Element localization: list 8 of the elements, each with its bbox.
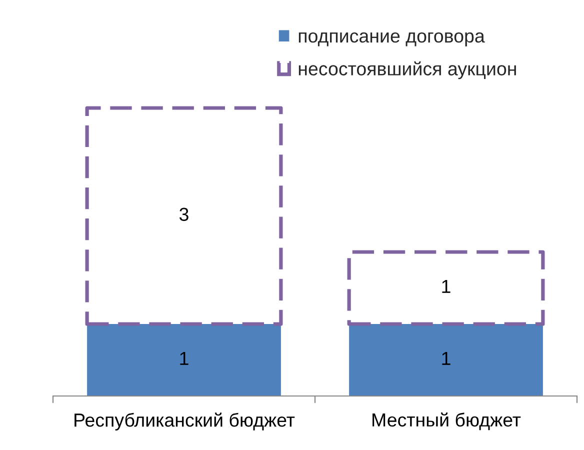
data-label: 1 xyxy=(442,352,450,365)
data-label: 1 xyxy=(442,280,450,293)
data-label: 1 xyxy=(180,352,188,365)
x-tick-label: Республиканский бюджет xyxy=(74,412,295,430)
legend-label: подписание договора xyxy=(298,32,485,46)
data-label: 3 xyxy=(180,208,188,222)
legend-label: несостоявшийся аукцион xyxy=(298,61,516,80)
x-tick-label: Местный бюджет xyxy=(372,412,521,430)
